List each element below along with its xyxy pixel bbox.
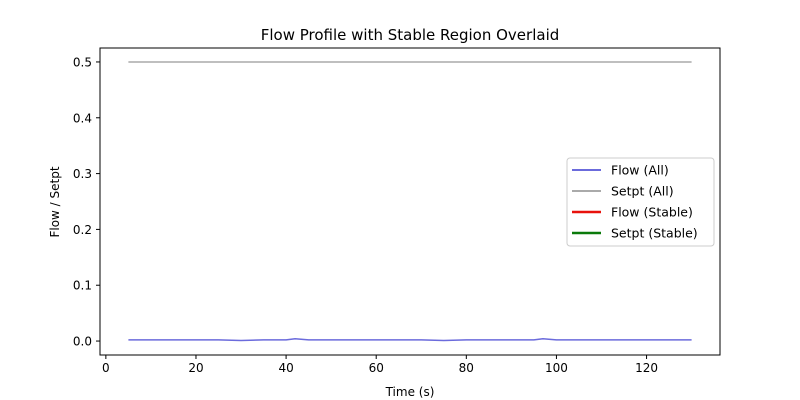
y-tick-label: 0.4 <box>73 111 92 125</box>
x-tick-label: 20 <box>188 361 203 375</box>
legend-box <box>566 157 715 247</box>
y-tick-label: 0.3 <box>73 167 92 181</box>
x-tick-label: 60 <box>369 361 384 375</box>
plot-lines <box>128 61 692 342</box>
x-axis-label: Time (s) <box>385 385 435 399</box>
x-tick-label: 40 <box>278 361 293 375</box>
legend: Flow (All) Setpt (All) Flow (Stable) Set… <box>566 157 715 247</box>
y-tick-label: 0.2 <box>73 223 92 237</box>
x-axis-ticks: 0 20 40 60 80 100 120 <box>102 355 658 375</box>
x-tick-label: 0 <box>102 361 110 375</box>
legend-label-flow-stable: Flow (Stable) <box>611 205 693 220</box>
y-tick-label: 0.0 <box>73 335 92 349</box>
y-axis-ticks: 0.0 0.1 0.2 0.3 0.4 0.5 <box>73 55 100 349</box>
series-line-flow-all <box>128 338 692 342</box>
y-axis-label: Flow / Setpt <box>48 166 62 237</box>
y-tick-label: 0.1 <box>73 279 92 293</box>
x-tick-label: 100 <box>545 361 568 375</box>
y-tick-label: 0.5 <box>73 55 92 69</box>
legend-label-flow-all: Flow (All) <box>611 163 669 178</box>
legend-label-setpt-all: Setpt (All) <box>611 184 674 199</box>
legend-label-setpt-stable: Setpt (Stable) <box>611 226 698 241</box>
chart-title: Flow Profile with Stable Region Overlaid <box>261 26 560 44</box>
x-tick-label: 120 <box>635 361 658 375</box>
x-tick-label: 80 <box>459 361 474 375</box>
